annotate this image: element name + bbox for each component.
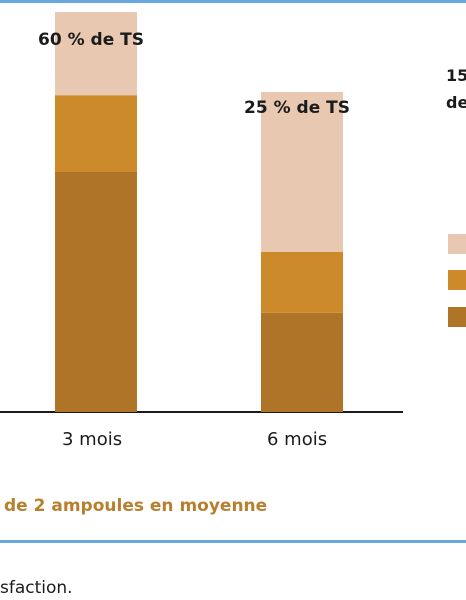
- bar-label-3-mois: 60 % de TS: [38, 30, 144, 50]
- bar-segment-2-3: [261, 92, 343, 252]
- bar-segment-2-1: [261, 312, 343, 412]
- right-text-fragment-2: de: [446, 93, 466, 112]
- footnote-text: sfaction.: [0, 578, 73, 598]
- x-tick-label-6-mois: 6 mois: [267, 429, 328, 450]
- bar-label-6-mois: 25 % de TS: [244, 98, 350, 118]
- legend-swatch-light: [448, 234, 466, 254]
- top-rule: [0, 0, 466, 3]
- bar-segment-1-3: [55, 12, 137, 96]
- legend-swatch-medium: [448, 270, 466, 290]
- bar-segment-2-2: [261, 252, 343, 313]
- bar-segment-1-1: [55, 172, 137, 412]
- x-tick-label-3-mois: 3 mois: [62, 429, 123, 450]
- right-text-fragment-1: 15: [446, 66, 466, 85]
- bar-segment-1-2: [55, 95, 137, 172]
- bottom-rule: [0, 540, 466, 543]
- chart-caption: de 2 ampoules en moyenne: [4, 496, 268, 516]
- legend-swatch-dark: [448, 307, 466, 327]
